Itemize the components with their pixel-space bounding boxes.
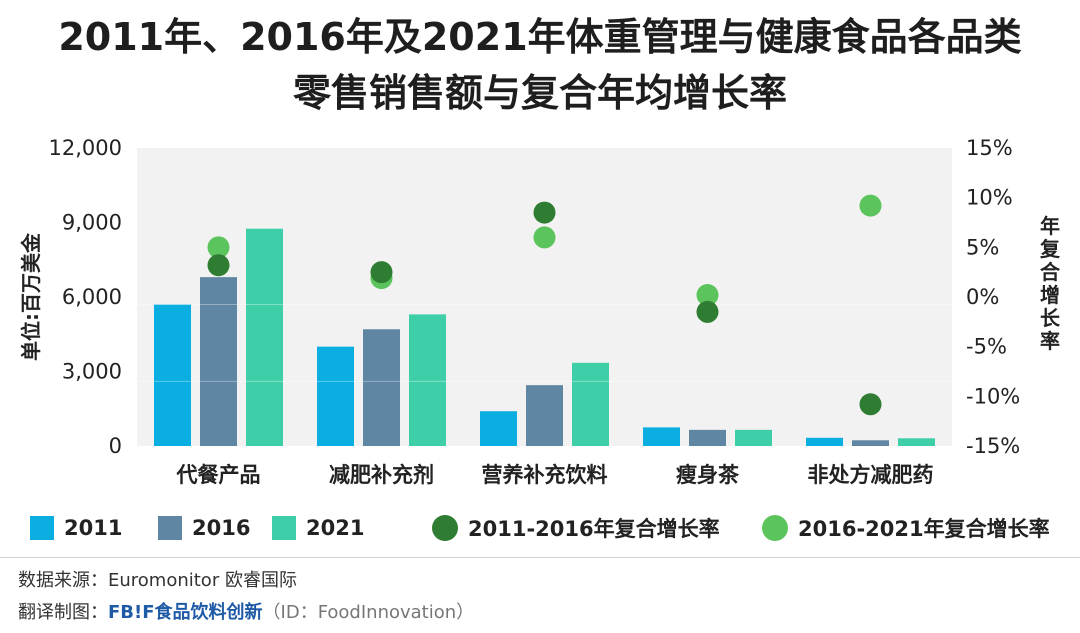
chart-area: 0 3,000 6,000 9,000 12,000 -15% -10% -5% 0% 5% 10%… bbox=[19, 136, 1061, 487]
bar-2021-1 bbox=[409, 314, 446, 446]
legend-item-2016: 2016 bbox=[158, 510, 250, 546]
legend-label-cagr-2011-2016: 2011-2016年复合增长率 bbox=[468, 517, 720, 541]
bar-2011-3 bbox=[643, 427, 680, 446]
bar-2016-3 bbox=[689, 429, 726, 446]
source-note: 数据来源：Euromonitor 欧睿国际 bbox=[18, 570, 297, 591]
category-label: 非处方减肥药 bbox=[808, 463, 934, 487]
legend-dot-cagr-2016-2021 bbox=[762, 515, 788, 541]
y2-tick-label: 0% bbox=[966, 285, 999, 309]
bar-2021-4 bbox=[898, 438, 935, 446]
bar-2016-2 bbox=[526, 385, 563, 446]
bar-2011-0 bbox=[154, 304, 191, 446]
y2-tick-label: -5% bbox=[966, 335, 1007, 359]
bar-2011-1 bbox=[317, 346, 354, 446]
bar-2016-0 bbox=[200, 277, 237, 446]
footer-divider bbox=[0, 557, 1080, 558]
cagr-dot-2-0 bbox=[207, 236, 230, 259]
cagr-dot-1-3 bbox=[696, 300, 719, 323]
cagr-dot-1-0 bbox=[207, 254, 230, 277]
legend-swatch-2011 bbox=[30, 516, 54, 540]
legend-label-2011: 2011 bbox=[64, 516, 123, 540]
legend-label-cagr-2016-2021: 2016-2021年复合增长率 bbox=[798, 517, 1050, 541]
category-label: 瘦身茶 bbox=[676, 463, 740, 487]
category-label: 营养补充饮料 bbox=[482, 463, 608, 487]
cagr-dot-1-2 bbox=[533, 201, 556, 224]
y-tick-label: 0 bbox=[109, 434, 122, 458]
y2-tick-label: 5% bbox=[966, 235, 999, 259]
legend-item-cagr-2016-2021: 2016-2021年复合增长率 bbox=[762, 510, 1050, 546]
y-tick-label: 12,000 bbox=[49, 136, 122, 160]
cagr-dot-2-3 bbox=[696, 284, 719, 307]
y-tick-label: 9,000 bbox=[62, 211, 122, 235]
brand-id: （ID：FoodInnovation） bbox=[262, 602, 475, 623]
category-label: 减肥补充剂 bbox=[329, 463, 434, 487]
y2-axis-title: 年复合增长率 bbox=[1039, 214, 1061, 353]
cagr-dot-1-1 bbox=[370, 261, 393, 284]
legend-label-2021: 2021 bbox=[306, 516, 365, 540]
chart-title-line1: 2011年、2016年及2021年体重管理与健康食品各品类 bbox=[58, 15, 1022, 59]
legend-swatch-2021 bbox=[272, 516, 296, 540]
cagr-dot-2-2 bbox=[533, 226, 556, 249]
y-axis-title: 单位:百万美金 bbox=[19, 232, 43, 361]
bar-2021-0 bbox=[246, 228, 283, 446]
legend-swatch-2016 bbox=[158, 516, 182, 540]
legend-item-cagr-2011-2016: 2011-2016年复合增长率 bbox=[432, 510, 720, 546]
credit-note: 翻译制图：FB!F食品饮料创新（ID：FoodInnovation） bbox=[18, 598, 474, 624]
y-tick-label: 3,000 bbox=[62, 360, 122, 384]
y-tick-label: 6,000 bbox=[62, 285, 122, 309]
bar-2011-4 bbox=[806, 437, 843, 446]
category-label: 代餐产品 bbox=[176, 463, 261, 487]
credit-prefix: 翻译制图： bbox=[18, 602, 108, 623]
bar-2021-3 bbox=[735, 429, 772, 446]
y2-tick-label: 10% bbox=[966, 186, 1013, 210]
cagr-dot-1-4 bbox=[859, 393, 882, 416]
legend-item-2011: 2011 bbox=[30, 510, 122, 546]
legend: 2011 2016 2021 2011-2016年复合增长率 2016-2021… bbox=[0, 510, 1080, 546]
bar-2021-2 bbox=[572, 362, 609, 446]
chart-title-line2: 零售销售额与复合年均增长率 bbox=[292, 71, 787, 115]
bar-2016-4 bbox=[852, 440, 889, 446]
bar-2016-1 bbox=[363, 329, 400, 446]
legend-label-2016: 2016 bbox=[192, 516, 251, 540]
y2-tick-label: -15% bbox=[966, 434, 1020, 458]
brand-logo-text: FB!F食品饮料创新 bbox=[108, 602, 263, 623]
legend-item-2021: 2021 bbox=[272, 510, 364, 546]
legend-dot-cagr-2011-2016 bbox=[432, 515, 458, 541]
y2-tick-label: -10% bbox=[966, 384, 1020, 408]
bar-2011-2 bbox=[480, 411, 517, 446]
y2-tick-label: 15% bbox=[966, 136, 1013, 160]
cagr-dot-2-4 bbox=[859, 194, 882, 217]
